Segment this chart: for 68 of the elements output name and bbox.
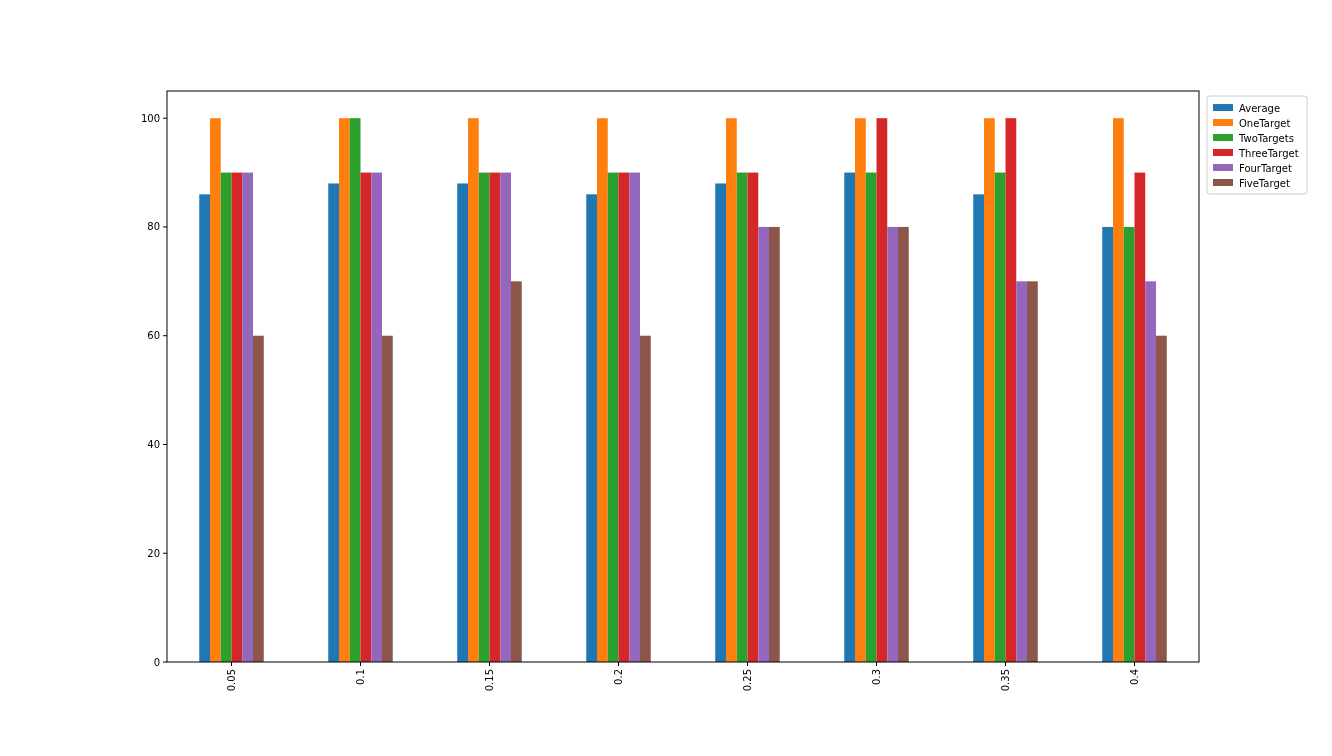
bar [1134, 172, 1146, 662]
y-tick-label: 40 [147, 438, 160, 450]
bar [726, 118, 737, 662]
bar [220, 172, 232, 662]
y-tick-label: 60 [147, 330, 160, 342]
y-tick-label: 20 [147, 547, 160, 559]
bar [468, 118, 479, 662]
bar [769, 226, 780, 662]
bar [231, 172, 243, 662]
bar [371, 172, 382, 662]
legend-label: Average [1239, 102, 1281, 114]
bar [973, 194, 984, 662]
x-tick-label: 0.3 [871, 669, 882, 685]
bar [887, 226, 898, 662]
bar [640, 335, 651, 662]
bar [489, 172, 501, 662]
bar [1005, 118, 1017, 662]
y-tick-label: 80 [147, 221, 160, 233]
bar [349, 118, 361, 662]
bar [382, 335, 393, 662]
x-tick-label: 0.4 [1129, 669, 1140, 685]
bar [984, 118, 995, 662]
bar [865, 172, 877, 662]
bar [1102, 226, 1113, 662]
bar [210, 118, 221, 662]
y-tick-label: 100 [140, 112, 160, 124]
bar [715, 183, 726, 662]
bar [199, 194, 210, 662]
bar [1145, 281, 1156, 662]
bar [844, 172, 855, 662]
x-tick-label: 0.35 [1000, 669, 1011, 692]
x-tick-label: 0.2 [613, 669, 624, 685]
bar [618, 172, 630, 662]
bar [360, 172, 372, 662]
x-tick-label: 0.1 [355, 669, 366, 685]
legend-label: FourTarget [1239, 162, 1292, 174]
bar [597, 118, 608, 662]
bar [242, 172, 253, 662]
bar [1016, 281, 1027, 662]
legend-label: TwoTargets [1238, 132, 1294, 144]
bar [1123, 226, 1135, 662]
bar [758, 226, 769, 662]
x-tick-label: 0.15 [484, 669, 495, 692]
bar [747, 172, 759, 662]
legend-label: OneTarget [1239, 117, 1291, 129]
bar [500, 172, 511, 662]
y-tick-label: 0 [153, 656, 160, 668]
bar [253, 335, 264, 662]
x-tick-label: 0.05 [226, 669, 237, 692]
legend-label: FiveTarget [1239, 177, 1290, 189]
bar [586, 194, 597, 662]
bar [1113, 118, 1124, 662]
bar [855, 118, 866, 662]
bar [457, 183, 468, 662]
bar [339, 118, 350, 662]
legend-label: ThreeTarget [1238, 147, 1299, 159]
bar [1027, 281, 1038, 662]
bar [736, 172, 748, 662]
bar [898, 226, 909, 662]
bar [328, 183, 339, 662]
x-tick-label: 0.25 [742, 669, 753, 692]
bar [511, 281, 522, 662]
bar [994, 172, 1006, 662]
bar [876, 118, 888, 662]
bar [629, 172, 640, 662]
bar [1156, 335, 1167, 662]
bar [478, 172, 490, 662]
bar [607, 172, 619, 662]
